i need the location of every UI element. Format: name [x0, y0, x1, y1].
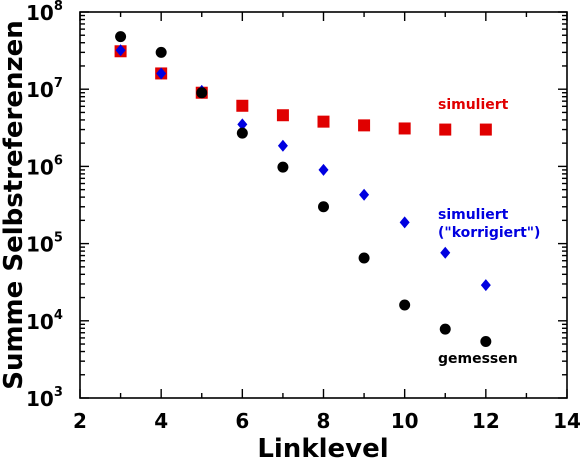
- series-0-point: [398, 122, 411, 135]
- series-1-point: [440, 246, 451, 259]
- x-tick-label: 6: [235, 409, 249, 433]
- series-1-point: [480, 279, 491, 292]
- series-0-point: [276, 109, 289, 122]
- y-tick-label: 105: [26, 231, 63, 257]
- series-2-point: [358, 252, 370, 264]
- y-tick-label: 108: [26, 0, 63, 25]
- series-0-point: [479, 123, 492, 136]
- y-tick-label: 106: [26, 153, 63, 179]
- annotation-label: simuliert: [438, 207, 509, 223]
- series-2-point: [277, 161, 289, 173]
- y-tick-label: 103: [26, 385, 63, 411]
- annotation-label: simuliert: [438, 97, 509, 113]
- series-2-point: [115, 31, 127, 43]
- x-tick-label: 4: [154, 409, 168, 433]
- series-0-point: [358, 119, 371, 132]
- series-2-point: [236, 127, 248, 139]
- x-tick-labels: 2 4 6 8 10 12 14: [73, 409, 580, 433]
- x-tick-label: 8: [317, 409, 331, 433]
- annotations: simuliert simuliert ("korrigiert") gemessen: [438, 97, 540, 367]
- axis-ticks: [79, 11, 568, 399]
- series-1-point: [359, 188, 370, 201]
- x-tick-label: 10: [391, 409, 419, 433]
- series-1-point: [115, 44, 126, 57]
- series-1-point: [237, 118, 248, 131]
- annotation-label: ("korrigiert"): [438, 225, 540, 241]
- y-axis-title: Summe Selbstreferenzen: [0, 20, 29, 390]
- series-1-point: [399, 216, 410, 229]
- series-2-point: [155, 46, 167, 58]
- series-2-point: [480, 335, 492, 347]
- series-1-point: [156, 67, 167, 80]
- series-2-point: [399, 299, 411, 311]
- x-tick-label: 2: [73, 409, 87, 433]
- data-points: [114, 31, 492, 347]
- y-tick-label: 107: [26, 76, 63, 102]
- series-2-point: [318, 201, 329, 213]
- x-axis-title: Linklevel: [257, 434, 388, 459]
- series-0-point: [439, 123, 452, 136]
- series-2-point: [439, 323, 451, 335]
- series-1-point: [318, 163, 329, 176]
- series-1-point: [277, 139, 288, 152]
- series-2-point: [196, 87, 208, 99]
- x-tick-label: 12: [472, 409, 500, 433]
- annotation-label: gemessen: [438, 351, 518, 367]
- series-0-point: [317, 115, 330, 128]
- series-0-point: [236, 99, 249, 112]
- y-tick-labels: 103 104 105 106 107 108: [26, 0, 63, 411]
- y-tick-label: 104: [26, 308, 63, 334]
- x-tick-label: 14: [553, 409, 580, 433]
